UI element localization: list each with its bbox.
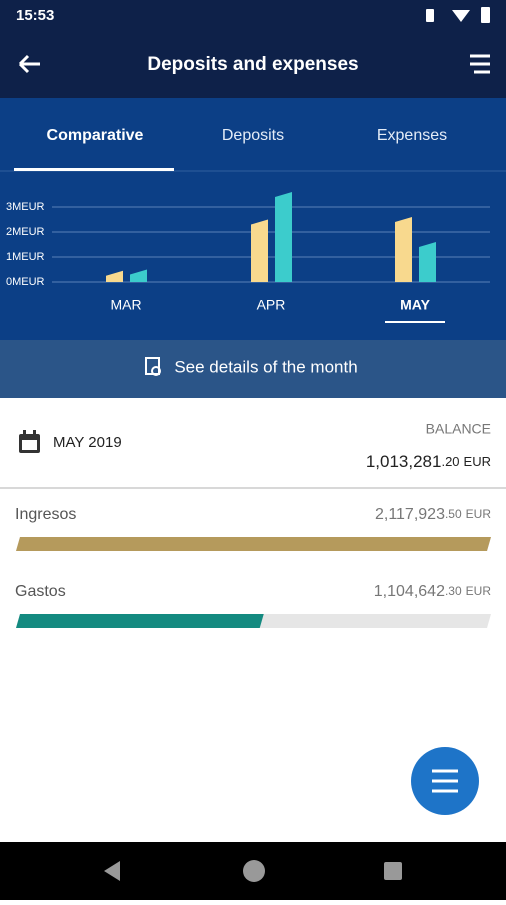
x-tick-label: MAR: [110, 297, 141, 313]
amount-currency: EUR: [466, 584, 492, 598]
bar: [251, 219, 268, 282]
amount-main: 1,104,642: [374, 583, 445, 600]
x-tick-label: MAY: [400, 297, 430, 313]
bar: [130, 269, 147, 282]
amount-main: 2,117,923: [375, 506, 445, 523]
menu-button[interactable]: [470, 54, 490, 74]
y-tick-label: 1MEUR: [6, 251, 45, 263]
bar-fill: [16, 614, 264, 628]
month: MAY 2019: [53, 434, 122, 451]
bar: [106, 270, 123, 282]
bar-label: Gastos: [15, 583, 66, 600]
x-tick-label: APR: [257, 297, 286, 313]
y-tick-label: 3MEUR: [6, 201, 45, 213]
bar-amount: 2,117,923.50 EUR: [375, 506, 491, 523]
bar: [275, 192, 292, 282]
amount-decimals: .30: [445, 584, 462, 598]
time: 15:53: [16, 7, 54, 24]
app-bar: [0, 0, 506, 98]
chart: 0MEUR 1MEUR 2MEUR 3MEUR MAR APR MAY: [6, 192, 490, 323]
screen-title: Deposits and expenses: [147, 54, 358, 75]
bar-fill: [16, 537, 491, 551]
tab[interactable]: Comparative: [47, 127, 144, 144]
details-label: See details of the month: [174, 357, 357, 376]
nav-back[interactable]: [104, 861, 120, 881]
balance-label: BALANCE: [426, 421, 491, 437]
details-button[interactable]: [0, 340, 506, 398]
nav-recent[interactable]: [384, 862, 402, 880]
bar-amount: 1,104,642.30 EUR: [374, 583, 492, 600]
status-icons: [426, 7, 490, 23]
y-tick-label: 2MEUR: [6, 226, 45, 238]
calendar-icon: [19, 430, 40, 453]
chart-panel: [0, 98, 506, 340]
nav-home[interactable]: [243, 860, 265, 882]
progress-bars: Ingresos 2,117,923.50 EUR Gastos 1,104,642.3…: [15, 506, 491, 628]
tab[interactable]: Deposits: [222, 127, 284, 144]
balance: 1,013,281.20 EUR: [366, 452, 491, 471]
amount-currency: EUR: [466, 507, 492, 521]
tab-indicator: [14, 168, 174, 171]
balance-decimals: .20: [441, 454, 459, 469]
tab[interactable]: Expenses: [377, 127, 447, 144]
filter-icon: [432, 769, 458, 793]
amount-decimals: .50: [445, 507, 462, 521]
balance-main: 1,013,281: [366, 452, 442, 471]
balance-currency: EUR: [464, 454, 491, 469]
bar-label: Ingresos: [15, 506, 76, 523]
back-button[interactable]: [18, 54, 40, 74]
bar: [395, 217, 412, 282]
selected-indicator: [385, 321, 445, 323]
bar: [419, 242, 436, 282]
details-icon: [145, 357, 161, 376]
y-tick-label: 0MEUR: [6, 276, 45, 288]
